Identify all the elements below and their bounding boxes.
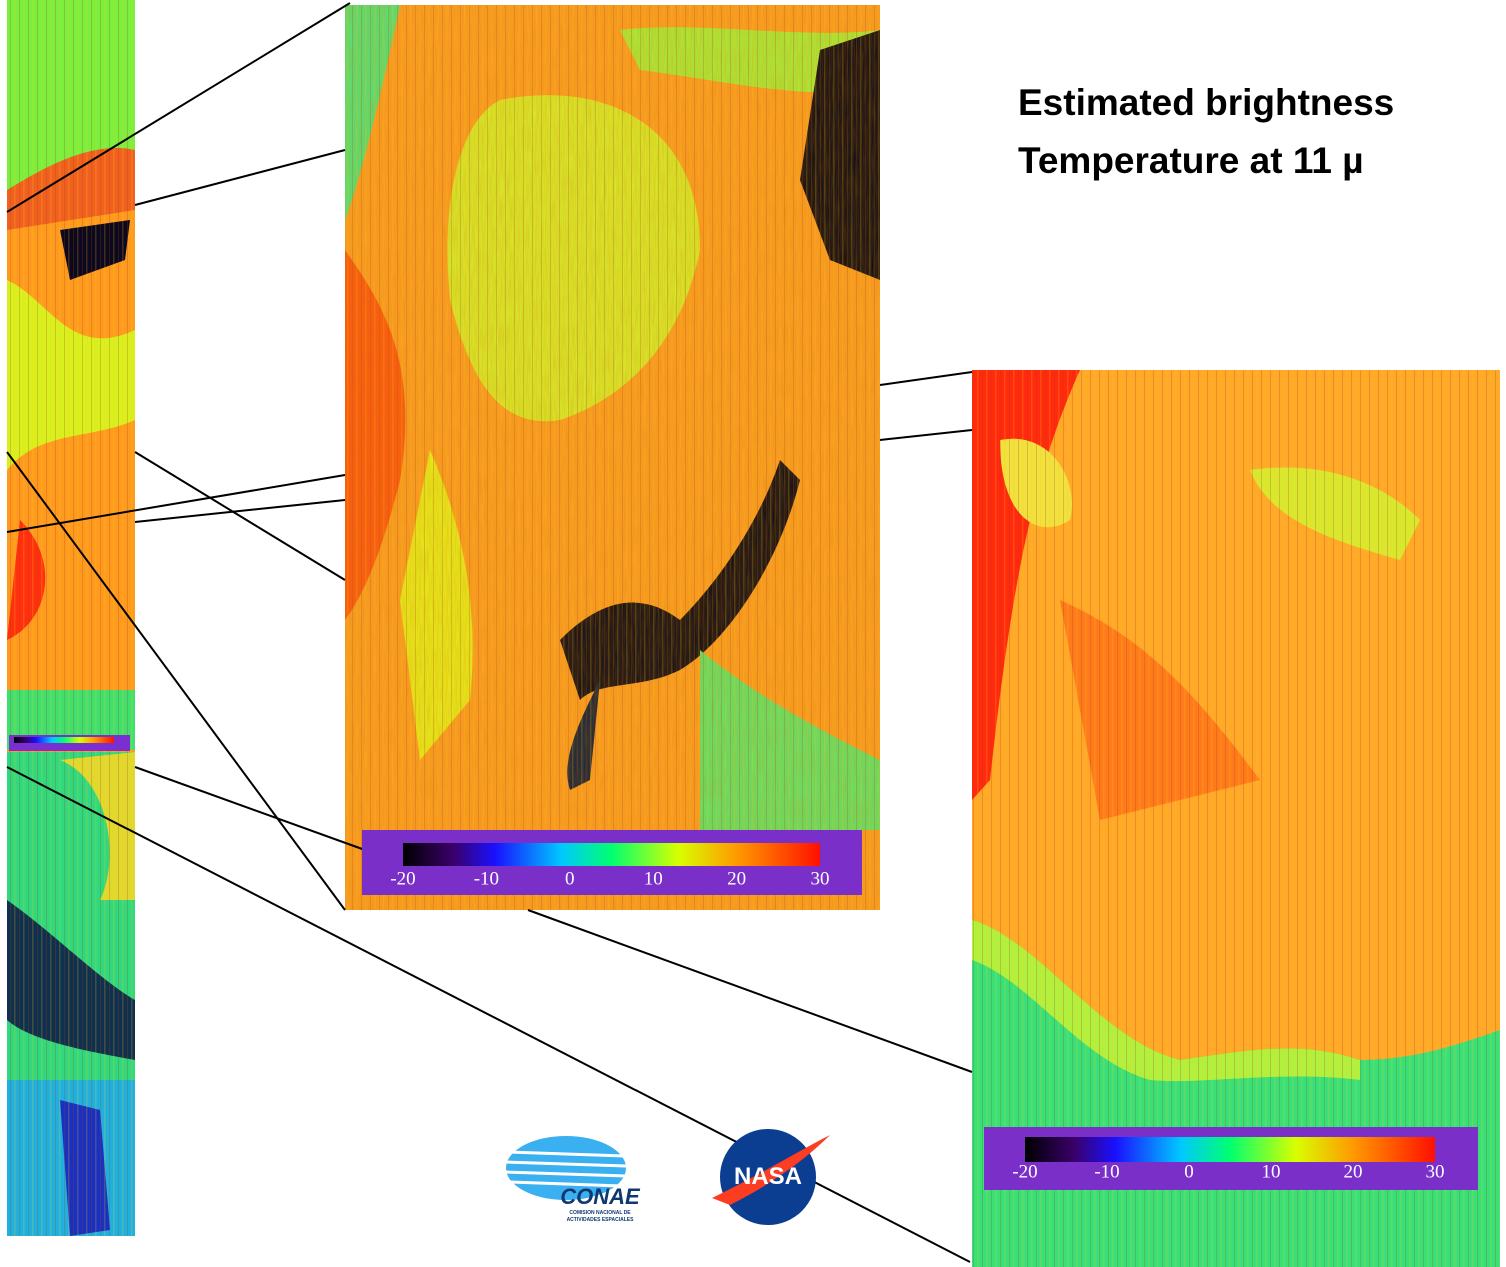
colorbar-tick-label: -10 (474, 868, 499, 889)
title-line: Temperature at 11 µ (1018, 140, 1364, 181)
colorbar-tick-label: 20 (1344, 1161, 1363, 1182)
strip-image (7, 0, 135, 1236)
colorbar-tick-label: 0 (565, 868, 575, 889)
colorbar-tick-label: 20 (727, 868, 746, 889)
conae-subtitle: ACTIVIDADES ESPACIALES (567, 1217, 635, 1223)
colorbar-tick-label: 10 (1262, 1161, 1281, 1182)
conae-logo: CONAE COMISION NACIONAL DE ACTIVIDADES E… (505, 1136, 641, 1223)
colorbar-tick-label: 0 (1184, 1161, 1194, 1182)
colorbar-tick-label: -20 (1012, 1161, 1037, 1182)
colorbar-tick-label: 30 (811, 868, 830, 889)
conae-text: CONAE (560, 1184, 641, 1209)
colorbar-tick-label: -10 (1094, 1161, 1119, 1182)
title-line: Estimated brightness (1018, 82, 1394, 123)
colorbar-tick-label: -20 (390, 868, 415, 889)
middle-image (345, 5, 880, 910)
colorbar-tick-label: 30 (1426, 1161, 1445, 1182)
colorbar (403, 843, 820, 866)
colorbar-tick-label: 10 (644, 868, 663, 889)
right-image (972, 370, 1500, 1267)
nasa-logo: NASA (712, 1129, 830, 1225)
nasa-text: NASA (734, 1163, 802, 1190)
colorbar (1025, 1137, 1435, 1162)
conae-subtitle: COMISION NACIONAL DE (569, 1210, 631, 1216)
